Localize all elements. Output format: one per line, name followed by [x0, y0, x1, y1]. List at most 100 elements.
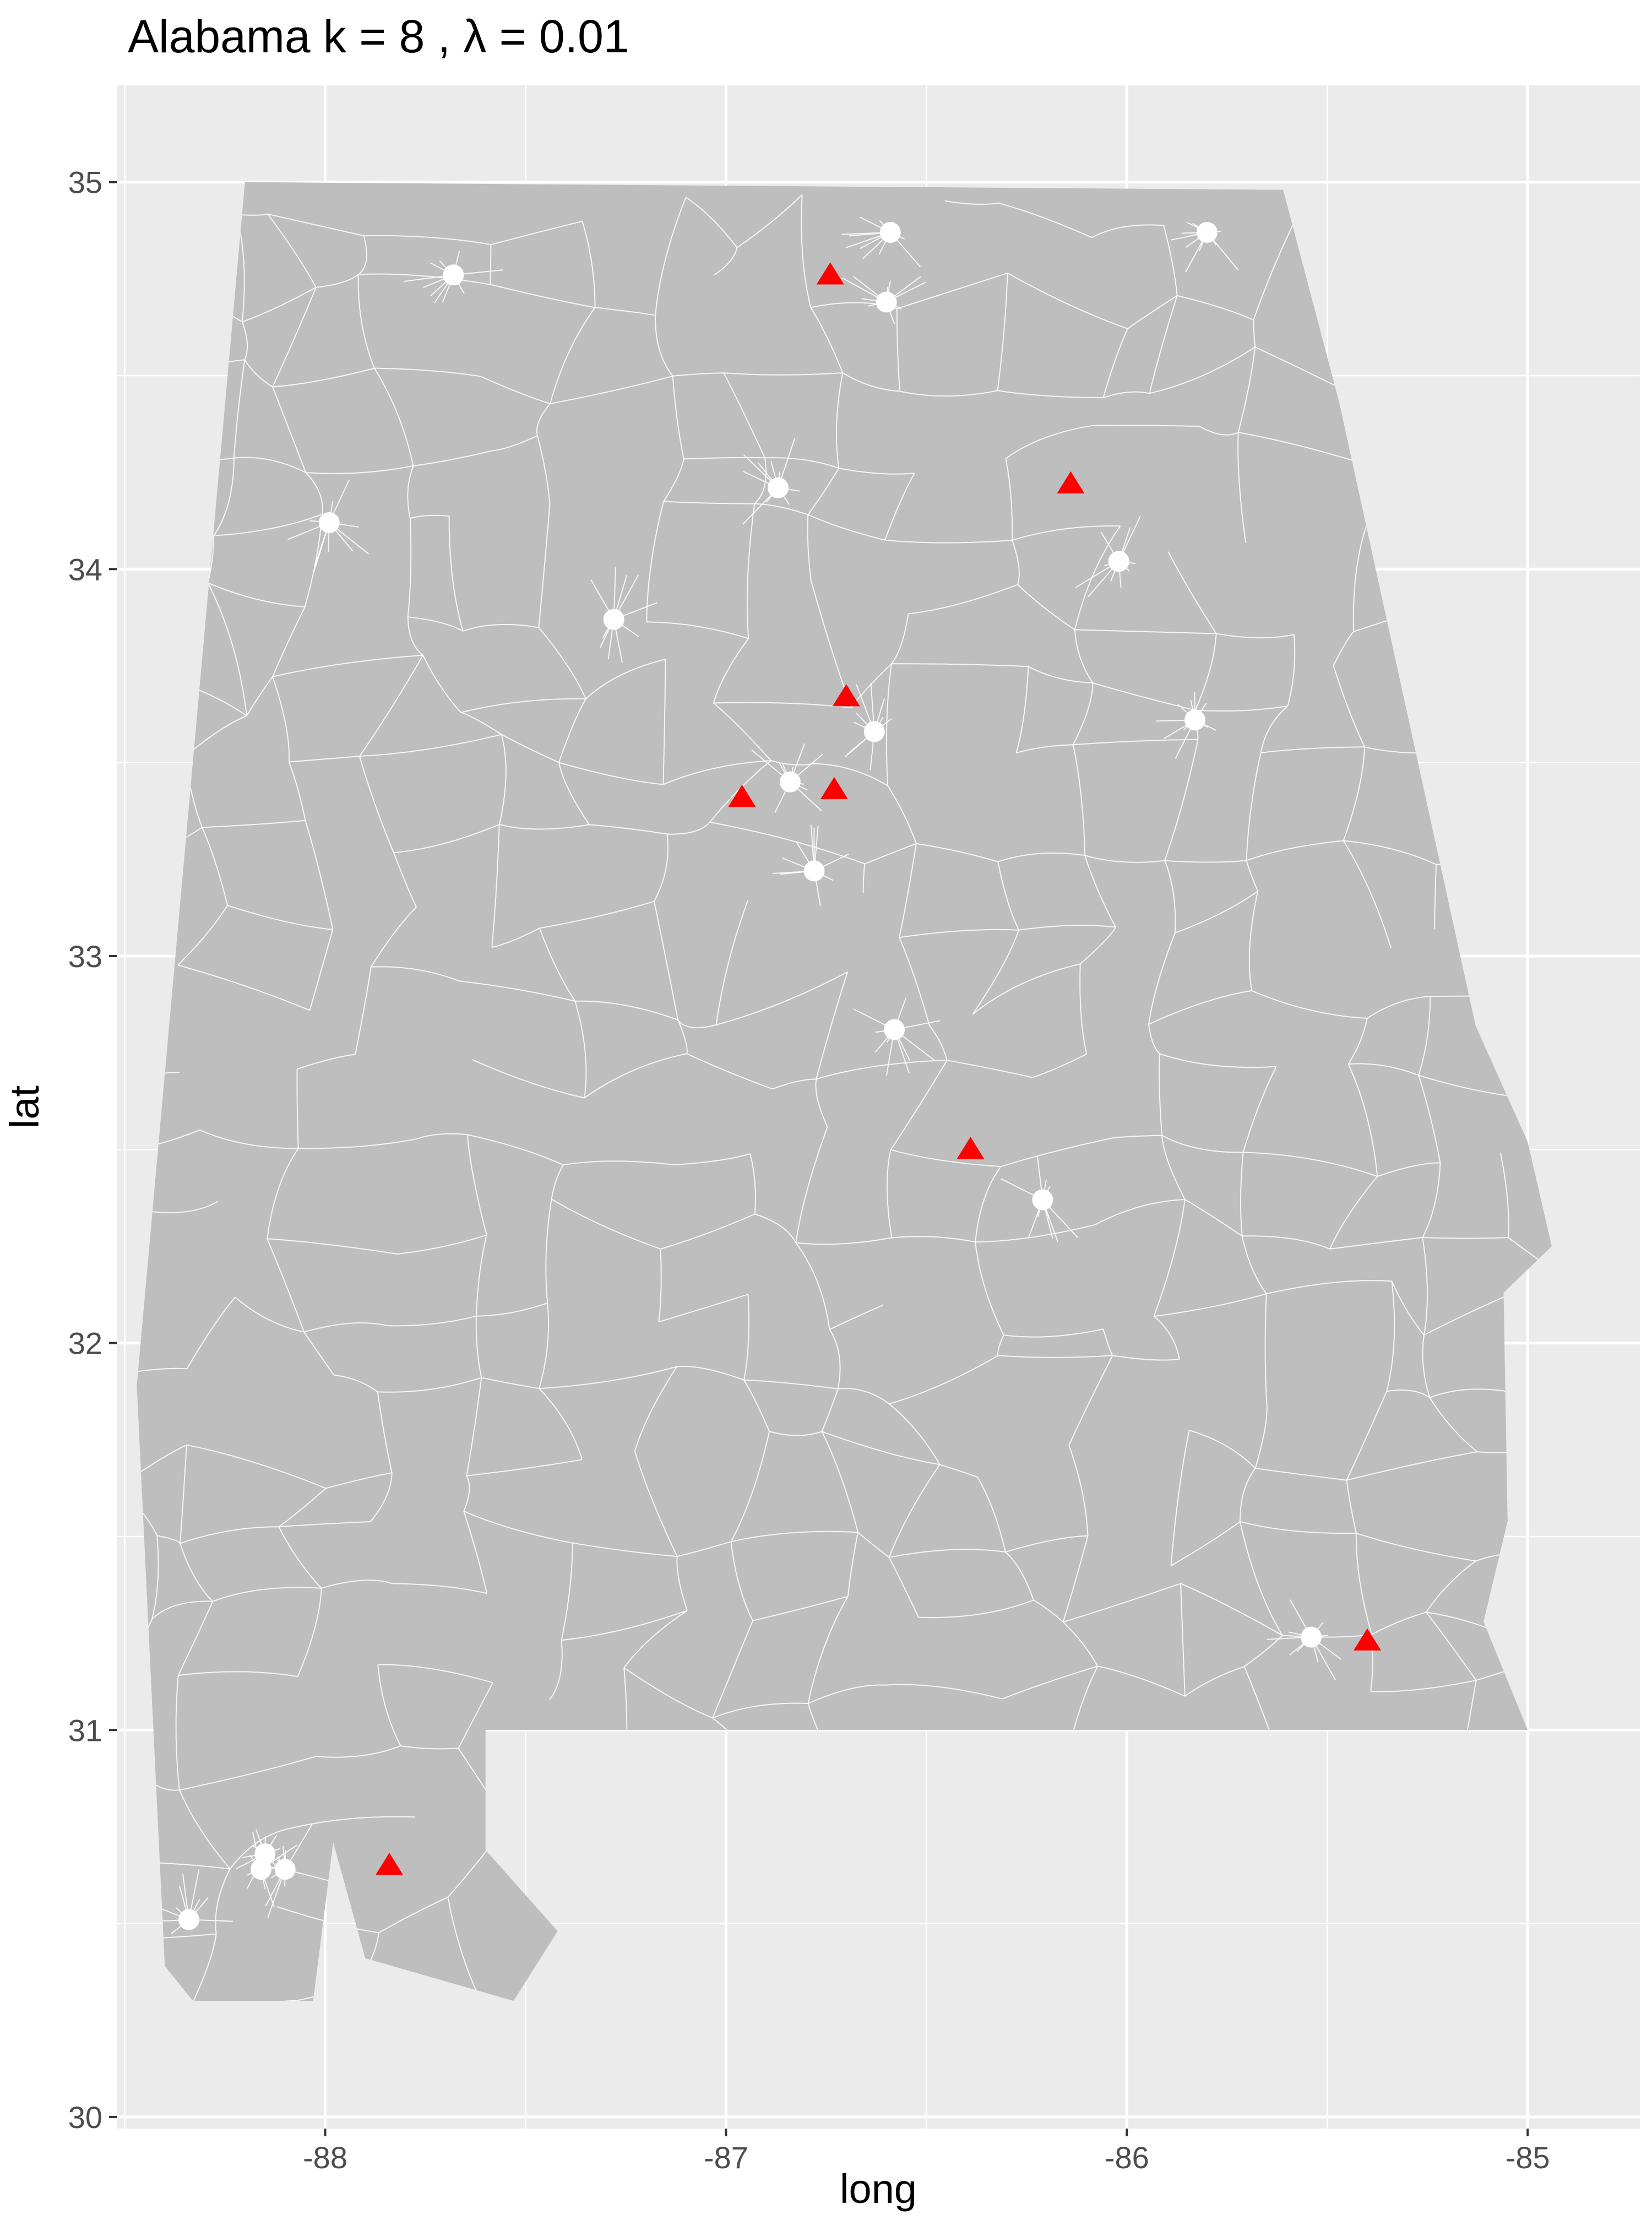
tract-border [467, 1134, 564, 1166]
tract-border [1007, 273, 1128, 329]
tract-border [676, 1556, 688, 1611]
tract-border [1102, 1329, 1113, 1356]
tract-border [1084, 855, 1165, 863]
tract-border [1260, 746, 1365, 753]
tract-border [278, 1488, 327, 1528]
tract-border [272, 606, 306, 677]
tract-border [297, 1588, 322, 1677]
tract-border [272, 287, 317, 387]
tract-border [1255, 1468, 1347, 1481]
tract-border [1097, 1665, 1186, 1697]
tract-border [892, 1236, 976, 1243]
tract-border [884, 539, 1013, 544]
tract-border [1180, 1583, 1283, 1636]
tract-border [137, 1861, 230, 1870]
tract-border [829, 1329, 841, 1389]
tract-border [1347, 1018, 1368, 1065]
tract-border [847, 1532, 859, 1597]
tract-border [889, 1355, 998, 1405]
tract-border [1032, 1054, 1087, 1078]
tract-border [407, 518, 412, 617]
tract-border [1346, 1391, 1388, 1481]
tract-border [1159, 1053, 1276, 1068]
tract-border [413, 450, 492, 466]
tract-border [377, 1377, 482, 1393]
circle-point [768, 477, 789, 498]
tract-border [1253, 214, 1298, 321]
tract-border [551, 1164, 564, 1199]
tract-border [585, 659, 666, 699]
tract-border [1080, 927, 1116, 964]
tract-border [1422, 1237, 1428, 1336]
axis-ticks: -88 -87 -86 -85 30 31 32 33 34 35 [68, 165, 1550, 2175]
tract-border [663, 760, 771, 785]
tract-border [378, 1664, 493, 1684]
tract-border [857, 1532, 890, 1558]
circle-point [178, 1909, 199, 1930]
tract-border [723, 372, 765, 458]
tract-border [180, 1445, 187, 1544]
tract-border [595, 307, 656, 316]
tract-border [812, 763, 888, 786]
tract-border [1418, 996, 1431, 1076]
tract-border [1347, 1063, 1378, 1177]
tract-border [303, 1332, 334, 1376]
tract-border [975, 1224, 1095, 1243]
circle-point [884, 1019, 905, 1040]
tract-border [151, 1535, 159, 1620]
tract-border [1015, 666, 1029, 753]
tract-border [1348, 1063, 1419, 1076]
tract-border [659, 1294, 748, 1323]
tract-border [241, 322, 248, 360]
tract-border [476, 1302, 548, 1317]
tract-border [358, 235, 367, 275]
tract-border [1161, 1135, 1243, 1153]
tract-border [178, 1789, 231, 1870]
tract-border [1199, 426, 1239, 436]
tract-border [207, 583, 248, 716]
tract-border [392, 1583, 487, 1594]
tract-border [407, 616, 464, 632]
tract-border [298, 1138, 417, 1149]
tract-border [821, 1431, 859, 1533]
tract-border [273, 367, 375, 388]
tract-border [1434, 864, 1437, 929]
tract-border [267, 1238, 305, 1333]
tract-border [829, 1304, 884, 1331]
tract-border [807, 514, 812, 580]
tract-border [1422, 1163, 1441, 1238]
circle-point [443, 264, 464, 286]
tract-border [754, 1213, 797, 1243]
tract-border [660, 1213, 756, 1250]
census-tract-borders [137, 194, 1552, 2001]
tract-border [186, 1444, 327, 1489]
alabama-state-shape [137, 182, 1552, 2001]
triangle-point [957, 1137, 985, 1159]
tract-border [1019, 925, 1116, 931]
tract-border [807, 514, 885, 541]
tract-border [407, 617, 423, 656]
tract-border [743, 1294, 749, 1380]
tract-border [1194, 633, 1217, 710]
chart-title: Alabama k = 8 , λ = 0.01 [128, 10, 629, 62]
tract-border [1377, 1162, 1441, 1177]
tract-border [891, 663, 1029, 667]
tract-border [743, 1380, 770, 1432]
tract-border [1329, 1176, 1378, 1250]
tract-border [1241, 1236, 1267, 1294]
tract-border [683, 457, 765, 460]
tract-border [1068, 1355, 1113, 1446]
tract-border [1094, 1199, 1185, 1226]
tract-border [709, 821, 865, 865]
tract-border [673, 1153, 751, 1165]
tract-border [550, 307, 596, 404]
tract-border [359, 655, 423, 757]
tract-border [448, 515, 464, 632]
tract-border [175, 1675, 180, 1790]
tract-border [466, 1377, 482, 1476]
y-tick-label: 35 [68, 165, 102, 200]
tract-border [410, 514, 449, 519]
tract-border [1346, 1480, 1357, 1534]
tract-border [865, 843, 917, 865]
tract-border [1426, 1611, 1477, 1681]
